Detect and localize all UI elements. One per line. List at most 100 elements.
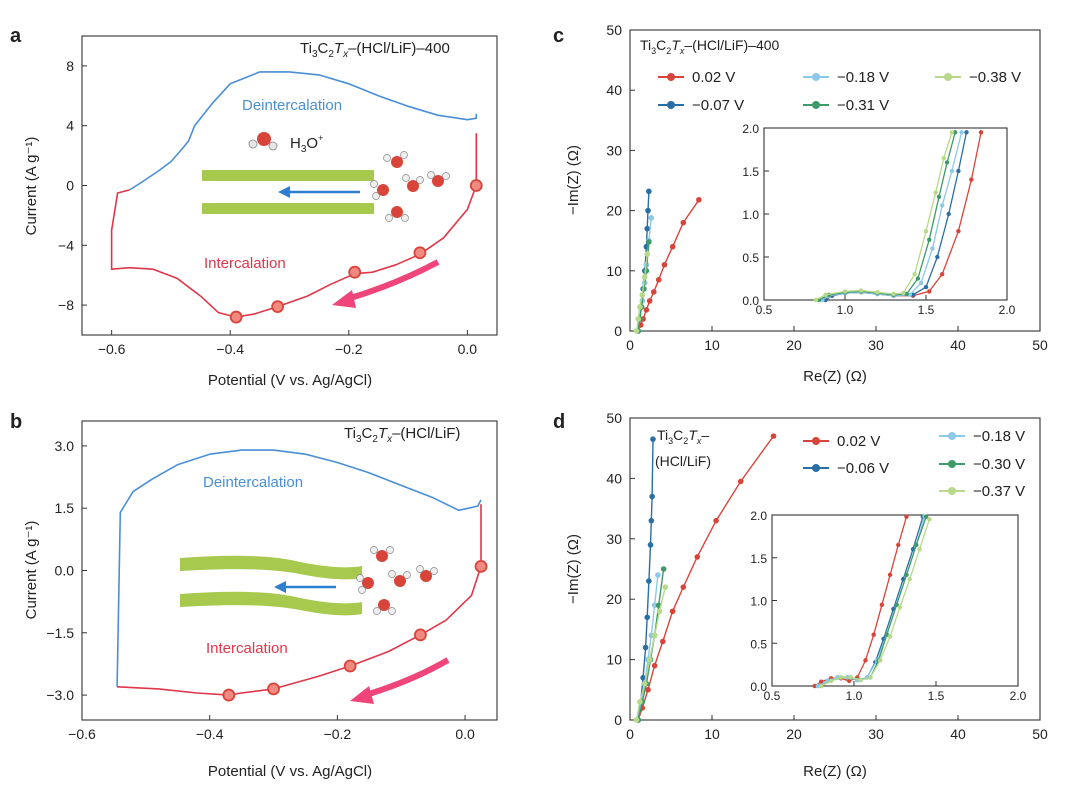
- panel-b-marker: [343, 659, 357, 673]
- panel-d-xtick-label: 50: [1032, 726, 1048, 742]
- insertion-arrow-head: [278, 186, 290, 198]
- panel-a-intercalation-label: Intercalation: [204, 255, 286, 272]
- panel-b-ytick-label: 1.5: [55, 500, 75, 516]
- panel-d-ylabel: −Im(Z) (Ω): [565, 534, 582, 604]
- panel-d-inset-point: [828, 678, 834, 684]
- panel-c-ytick-label: 10: [606, 263, 622, 279]
- panel-c-point: [639, 292, 646, 298]
- panel-c-ytick-label: 0: [614, 323, 622, 339]
- panel-d-legend-marker: [948, 432, 956, 440]
- panel-c-inset-point: [918, 280, 924, 285]
- panel-c-point: [655, 277, 662, 283]
- panel-b-marker: [222, 688, 236, 702]
- panel-b-title: Ti3C2Tx–(HCl/LiF): [344, 425, 460, 445]
- hydronium-cluster-icon: [370, 151, 450, 222]
- panel-a-marker: [229, 310, 243, 324]
- panel-b-intercalation-curve: [117, 504, 482, 696]
- panel-c-inset-frame: [763, 127, 1008, 301]
- panel-a-xtick-label: −0.6: [98, 341, 126, 357]
- panel-d-point: [713, 517, 719, 524]
- panel-d-ytick-label: 10: [606, 652, 622, 668]
- panel-d-inset-point: [838, 675, 844, 680]
- panel-d-inset-point: [879, 602, 885, 607]
- panel-a-illustration: [202, 132, 450, 308]
- panel-a-ion-label: H3O+: [290, 133, 323, 155]
- panel-d-ytick-label: 0: [614, 712, 622, 728]
- panel-c-legend-marker: [812, 73, 820, 81]
- panel-c-inset-xtick-label: 1.0: [837, 303, 854, 317]
- panel-c-point: [696, 196, 702, 203]
- panel-d-point: [650, 436, 656, 442]
- panel-d-xtick-label: 0: [626, 726, 634, 742]
- panel-c-point: [646, 188, 652, 195]
- panel-d-inset-frame: [771, 514, 1019, 687]
- panel-c-xlabel: Re(Z) (Ω): [803, 368, 867, 385]
- panel-d-inset-point: [887, 572, 893, 578]
- panel-c-title: Ti3C2Tx–(HCl/LiF)–400: [640, 37, 780, 56]
- panel-c-inset-point: [936, 194, 942, 199]
- panel-b-ylabel: Current (A g⁻¹): [23, 521, 40, 620]
- panel-d-inset-ytick-label: 0.0: [750, 680, 767, 694]
- panel-c-inset-point: [927, 289, 932, 294]
- panel-b-illustration: [180, 546, 450, 704]
- panel-d-xtick-label: 10: [704, 726, 720, 742]
- panel-a-xlabel: Potential (V vs. Ag/AgCl): [208, 372, 372, 389]
- panel-c-inset-xtick-label: 0.5: [756, 303, 773, 317]
- panel-d-inset-xtick-label: 1.0: [846, 689, 863, 703]
- panel-d-inset-point: [846, 678, 852, 684]
- panel-b-deintercalation-label: Deintercalation: [203, 474, 303, 491]
- panel-d-title-line1: Ti3C2Tx–: [657, 427, 709, 446]
- panel-c-inset-point: [891, 291, 896, 297]
- panel-d-xtick-label: 30: [868, 726, 884, 742]
- panel-d-point: [656, 608, 663, 615]
- panel-c-inset-point: [956, 229, 961, 234]
- panel-c-inset-point: [912, 272, 917, 277]
- panel-a-xtick-label: −0.2: [335, 341, 363, 357]
- panel-c-inset-point: [842, 289, 848, 294]
- panel-d-xlabel: Re(Z) (Ω): [803, 763, 867, 780]
- water-molecule-icon: [248, 132, 278, 151]
- panel-d-inset-point: [887, 634, 893, 639]
- panel-c-inset-point: [823, 292, 828, 298]
- panel-b-ytick-label: −1.5: [46, 625, 74, 641]
- scan-direction-arrow-a-head: [332, 290, 356, 308]
- panel-d-inset-point: [904, 514, 909, 519]
- panel-b-marker: [267, 682, 280, 696]
- panel-c-ytick-label: 50: [606, 22, 622, 38]
- panel-d-inset-point: [923, 514, 929, 519]
- panel-c-point: [644, 225, 651, 232]
- panel-d-legend-label: 0.02 V: [837, 433, 880, 450]
- panel-d-point: [694, 554, 701, 560]
- panel-d-inset-ytick-label: 0.5: [750, 637, 767, 651]
- panel-c-inset-point: [940, 203, 945, 208]
- mxene-layer-top: [202, 170, 374, 181]
- panel-d-legend-marker: [948, 460, 956, 468]
- panel-b-xtick-label: 0.0: [455, 726, 475, 742]
- panel-d-point: [637, 699, 643, 705]
- panel-c-inset-xtick-label: 2.0: [999, 303, 1016, 317]
- panel-c-inset-point: [901, 290, 906, 296]
- panel-a-ytick-label: −4: [58, 237, 74, 253]
- panel-d-point: [641, 680, 648, 687]
- panel-c-inset-point: [952, 130, 958, 135]
- panel-d-point: [646, 656, 653, 663]
- panel-c-inset-ytick-label: 2.0: [742, 122, 759, 136]
- panel-c-xtick-label: 20: [786, 337, 802, 353]
- panel-d-inset-point: [878, 658, 883, 663]
- panel-c-legend-label: −0.38 V: [969, 69, 1021, 86]
- panel-d-point: [640, 674, 646, 681]
- panel-c-ytick-label: 20: [606, 203, 622, 219]
- panel-c-inset-point: [875, 290, 880, 295]
- panel-letter-d: d: [553, 411, 565, 433]
- panel-c-legend-marker: [944, 73, 952, 81]
- panel-d-inset-point: [848, 675, 853, 680]
- panel-d-point: [645, 687, 651, 693]
- panel-c-point: [669, 243, 676, 250]
- panel-d-inset-point: [819, 683, 824, 689]
- panel-d-series-line: [637, 435, 775, 721]
- panel-c-inset-point: [946, 211, 951, 217]
- panel-d-inset-point: [927, 517, 932, 522]
- panel-a-marker: [271, 300, 285, 313]
- panel-d-inset-point: [917, 547, 922, 552]
- panel-c-point: [646, 298, 653, 304]
